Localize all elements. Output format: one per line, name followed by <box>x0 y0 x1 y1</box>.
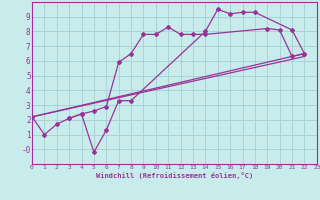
X-axis label: Windchill (Refroidissement éolien,°C): Windchill (Refroidissement éolien,°C) <box>96 172 253 179</box>
